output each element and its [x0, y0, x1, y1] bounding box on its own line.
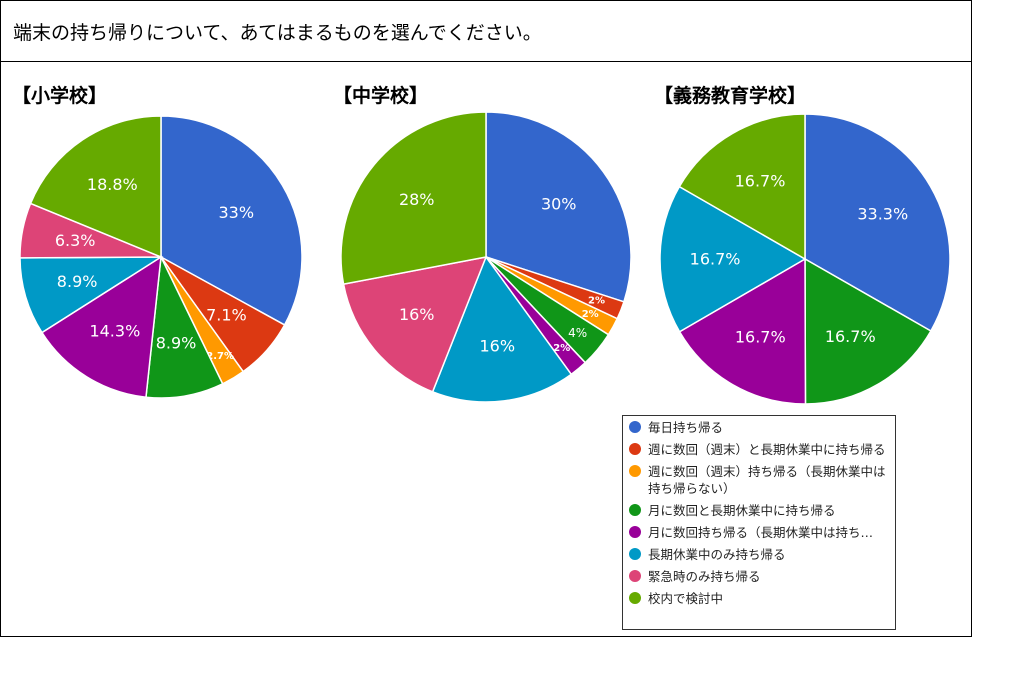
legend-label: 月に数回持ち帰る（長期休業中は持ち… — [648, 525, 874, 540]
legend-swatch — [629, 465, 641, 477]
figure-frame: 端末の持ち帰りについて、あてはまるものを選んでください。 【小学校】 【中学校】… — [0, 0, 972, 637]
slice-label: 2% — [588, 295, 605, 306]
slice-label: 16.7% — [690, 250, 741, 269]
legend-label: 月に数回と長期休業中に持ち帰る — [648, 503, 836, 518]
pie-slice — [40, 255, 162, 399]
legend-label: 長期休業中のみ持ち帰る — [648, 547, 786, 562]
slice-label: 33% — [218, 203, 254, 222]
slice-label: 16.7% — [735, 327, 786, 346]
pie-slice — [678, 113, 806, 261]
slice-label: 16% — [479, 337, 515, 356]
slice-label: 28% — [399, 190, 435, 209]
legend-swatch — [629, 421, 641, 433]
legend-label: 週に数回（週末）と長期休業中に持ち帰る — [648, 442, 886, 457]
slice-label: 2% — [553, 343, 570, 354]
slice-label: 2.7% — [206, 351, 234, 362]
question-text: 端末の持ち帰りについて、あてはまるものを選んでください。 — [13, 22, 542, 44]
chart-title-elementary: 【小学校】 — [12, 85, 108, 107]
slice-label: 6.3% — [55, 231, 96, 250]
pie-slice — [659, 185, 807, 333]
legend-swatch — [629, 443, 641, 455]
legend-label: 校内で検討中 — [648, 591, 724, 606]
slice-label: 8.9% — [156, 334, 197, 353]
legend-item: 校内で検討中 — [629, 590, 889, 607]
pie-slice — [342, 256, 488, 393]
legend-swatch — [629, 570, 641, 582]
legend-swatch — [629, 592, 641, 604]
slice-label: 2% — [582, 309, 599, 320]
slice-label: 14.3% — [89, 322, 140, 341]
pie-slice — [485, 111, 632, 303]
pie-slice — [431, 255, 573, 403]
legend-item: 緊急時のみ持ち帰る — [629, 568, 889, 585]
slice-label: 4% — [568, 326, 587, 340]
slice-label: 8.9% — [57, 272, 98, 291]
legend-item: 週に数回（週末）と長期休業中に持ち帰る — [629, 441, 889, 458]
pie-chart-elementary: 33% 7.1% 2.7% 8.9% 14.3% 8.9% 6.3% 18.8% — [19, 115, 303, 399]
chart-title-compulsory-school: 【義務教育学校】 — [654, 85, 807, 107]
pie-chart-junior-high: 30% 2% 2% 4% 2% 16% 16% 28% — [340, 111, 632, 403]
pie-slice — [678, 257, 807, 405]
pie-slice — [29, 115, 162, 259]
legend-item: 月に数回持ち帰る（長期休業中は持ち… — [629, 524, 889, 541]
pie-chart-compulsory-school: 33.3% 16.7% 16.7% 16.7% 16.7% — [659, 113, 951, 405]
slice-label: 18.8% — [87, 175, 138, 194]
chart-title-junior-high: 【中学校】 — [333, 85, 429, 107]
legend-item: 週に数回（週末）持ち帰る（長期休業中は持ち帰らない） — [629, 463, 889, 497]
legend-label: 週に数回（週末）持ち帰る（長期休業中は持ち帰らない） — [648, 464, 886, 496]
pie-slice — [340, 111, 487, 286]
pie-slice — [804, 257, 932, 405]
slice-label: 16% — [399, 305, 435, 324]
pie-slice — [804, 113, 951, 332]
slice-label: 30% — [541, 195, 577, 214]
slice-label: 16.7% — [735, 172, 786, 191]
legend-swatch — [629, 504, 641, 516]
legend-label: 毎日持ち帰る — [648, 420, 724, 435]
slice-label: 33.3% — [857, 204, 908, 223]
legend-item: 月に数回と長期休業中に持ち帰る — [629, 502, 889, 519]
legend-item: 長期休業中のみ持ち帰る — [629, 546, 889, 563]
legend-item: 毎日持ち帰る — [629, 419, 889, 436]
legend-swatch — [629, 548, 641, 560]
legend-label: 緊急時のみ持ち帰る — [648, 569, 761, 584]
legend-swatch — [629, 526, 641, 538]
question-header: 端末の持ち帰りについて、あてはまるものを選んでください。 — [1, 1, 971, 62]
slice-label: 7.1% — [206, 306, 247, 325]
legend: 毎日持ち帰る週に数回（週末）と長期休業中に持ち帰る週に数回（週末）持ち帰る（長期… — [622, 415, 896, 630]
slice-label: 16.7% — [825, 327, 876, 346]
pie-slice — [160, 115, 303, 326]
